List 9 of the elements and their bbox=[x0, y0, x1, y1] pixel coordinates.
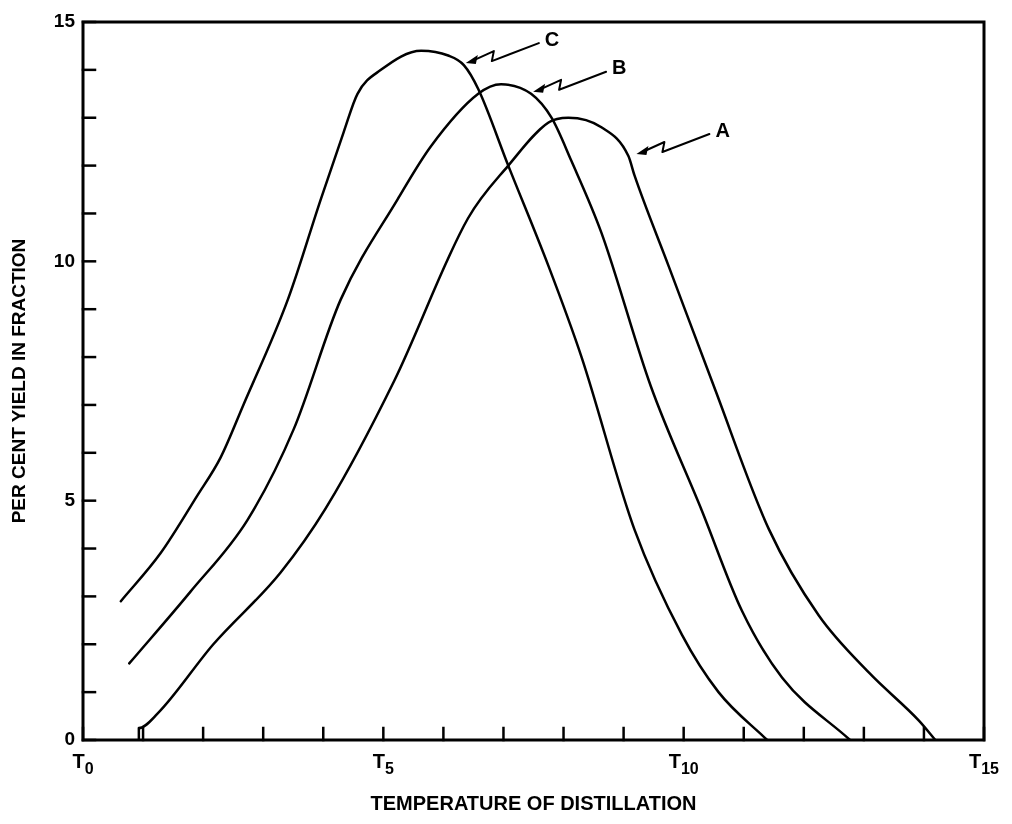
y-axis-title: PER CENT YIELD IN FRACTION bbox=[7, 238, 29, 524]
annotation: B bbox=[612, 56, 627, 79]
annotation: A bbox=[715, 118, 730, 141]
y-tick-label: 10 bbox=[53, 249, 75, 271]
x-axis-title: TEMPERATURE OF DISTILLATION bbox=[370, 791, 697, 814]
y-tick-label: 5 bbox=[64, 488, 76, 510]
annotation: C bbox=[544, 27, 560, 50]
y-tick-label: 15 bbox=[53, 10, 76, 32]
y-tick-label: 0 bbox=[64, 728, 75, 750]
